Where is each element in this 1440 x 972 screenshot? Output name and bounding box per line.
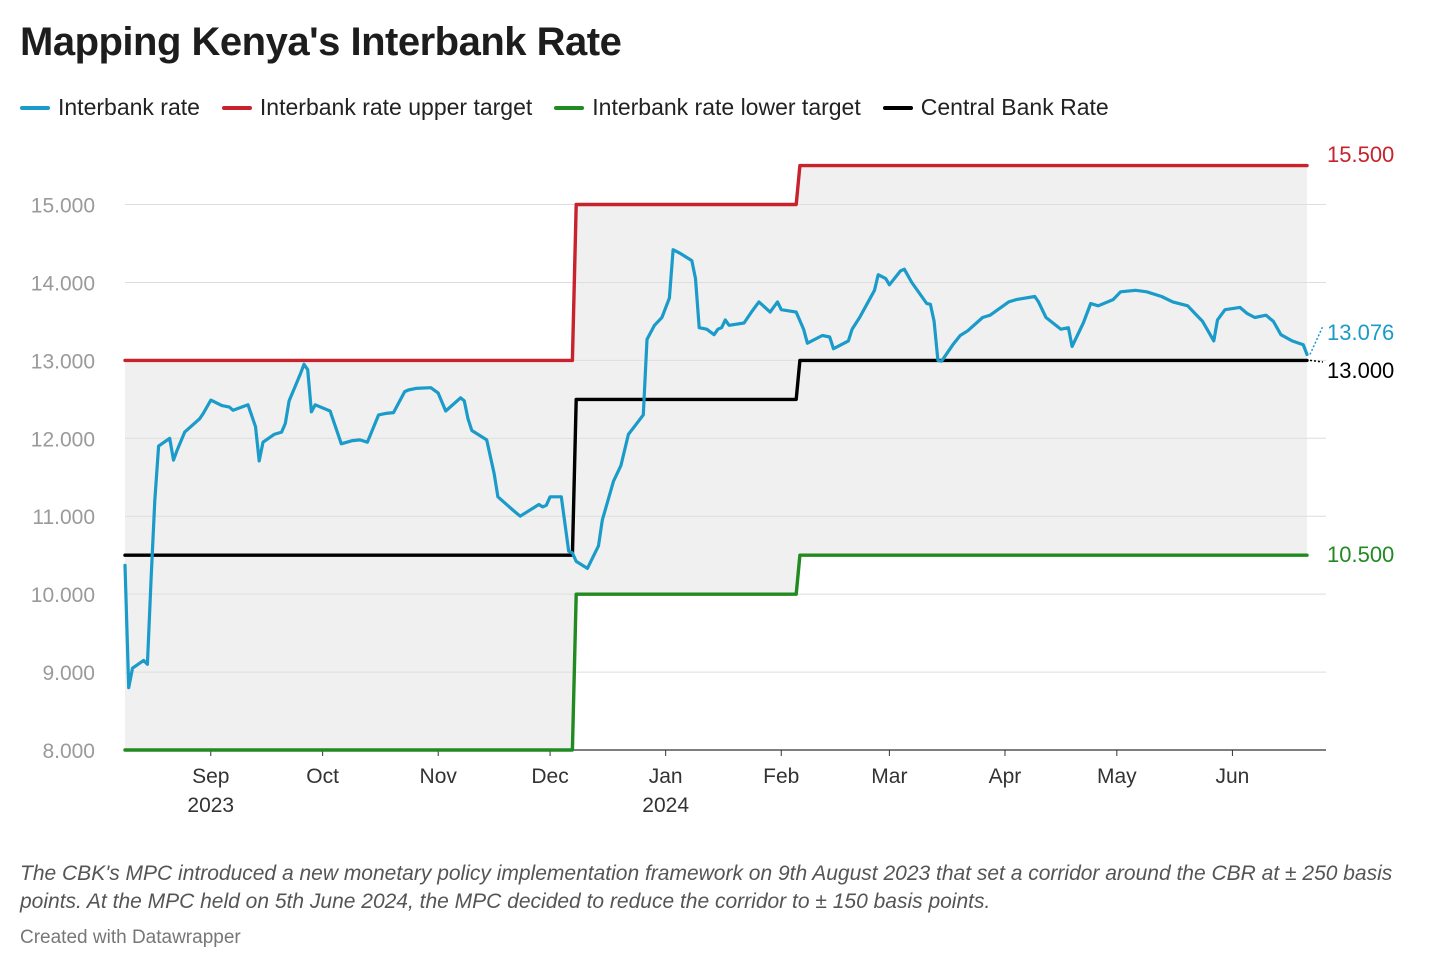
end-label-upper-target: 15.500: [1327, 142, 1394, 167]
x-tick-year-label: 2024: [642, 794, 689, 817]
legend-label-interbank-rate: Interbank rate: [58, 94, 200, 120]
y-tick-label: 8.000: [42, 740, 95, 763]
chart-title: Mapping Kenya's Interbank Rate: [20, 20, 622, 64]
chart-credit: Created with Datawrapper: [20, 927, 241, 948]
end-label-lower-target: 10.500: [1327, 542, 1394, 567]
lower-target-line: [123, 553, 1309, 752]
y-tick-label: 14.000: [31, 272, 95, 295]
legend-swatch-lower-target: [554, 105, 585, 110]
legend-label-central-bank-rate: Central Bank Rate: [920, 94, 1109, 120]
y-tick-label: 15.000: [31, 195, 95, 218]
x-tick-label: Oct: [306, 765, 339, 788]
x-tick-label: May: [1097, 765, 1137, 788]
legend-item-interbank-rate: Interbank rate: [20, 94, 200, 121]
x-tick-label: Sep: [192, 765, 229, 788]
x-tick-label: Mar: [871, 765, 907, 788]
legend-swatch-upper-target: [221, 105, 252, 110]
y-tick-label: 9.000: [42, 662, 95, 685]
end-label-central-bank-rate: 13.000: [1327, 358, 1394, 383]
end-label-connector: [1309, 325, 1324, 355]
interbank-rate-line: [123, 248, 1309, 690]
legend-item-lower-target: Interbank rate lower target: [554, 94, 861, 121]
upper-target-line: [123, 163, 1309, 363]
x-tick-label: Dec: [531, 765, 568, 788]
legend: Interbank rate Interbank rate upper targ…: [20, 94, 1109, 121]
y-tick-label: 13.000: [31, 350, 95, 373]
y-tick-label: 12.000: [31, 428, 95, 451]
central-bank-rate-line: [123, 358, 1309, 557]
chart-notes: The CBK's MPC introduced a new monetary …: [20, 862, 1393, 913]
line-chart: 8.000 9.000 10.000 11.000 12.000 13.000 14.000…: [31, 142, 1395, 817]
x-tick-label: Jan: [649, 765, 683, 788]
legend-item-upper-target: Interbank rate upper target: [221, 94, 533, 121]
x-tick-label: Feb: [763, 765, 799, 788]
legend-swatch-interbank-rate: [20, 105, 50, 110]
legend-swatch-central-bank-rate: [882, 105, 913, 110]
end-label-interbank-rate: 13.076: [1327, 320, 1394, 345]
corridor-band: [125, 165, 1307, 751]
legend-label-upper-target: Interbank rate upper target: [259, 94, 533, 120]
legend-label-lower-target: Interbank rate lower target: [592, 94, 861, 120]
x-tick-label: Nov: [420, 765, 458, 788]
x-tick-label: Apr: [989, 765, 1022, 788]
legend-item-central-bank-rate: Central Bank Rate: [882, 94, 1109, 121]
y-tick-label: 10.000: [31, 584, 95, 607]
y-tick-label: 11.000: [32, 506, 95, 529]
x-tick-label: Jun: [1215, 765, 1249, 788]
x-tick-year-label: 2023: [187, 794, 234, 817]
